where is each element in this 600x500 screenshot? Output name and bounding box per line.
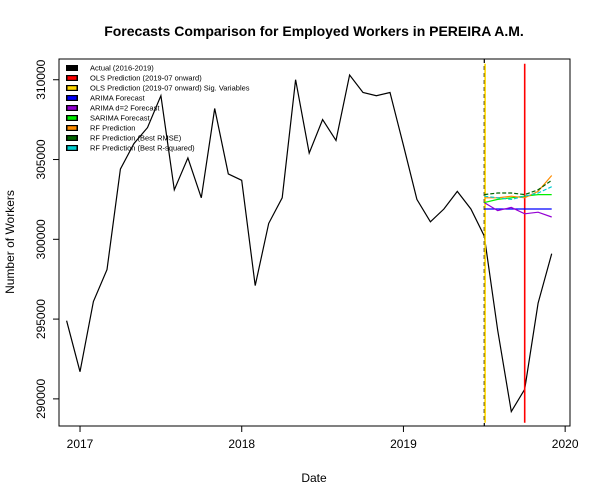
legend-key-color bbox=[67, 126, 77, 130]
x-tick-label: 2018 bbox=[228, 437, 255, 451]
legend-key-color bbox=[67, 116, 77, 120]
legend-key-color bbox=[67, 146, 77, 150]
legend-item: RF Prediction bbox=[66, 124, 135, 133]
legend-item: OLS Prediction (2019-07 onward) bbox=[66, 74, 202, 83]
x-axis: 2017 2018 2019 2020 bbox=[67, 425, 579, 451]
series-line-rf-prediction-best-r-squared bbox=[484, 186, 552, 201]
legend-item: OLS Prediction (2019-07 onward) Sig. Var… bbox=[66, 84, 250, 93]
y-tick-label: 310000 bbox=[34, 59, 48, 99]
legend-item: RF Prediction (Best RMSE) bbox=[66, 134, 182, 143]
x-tick-label: 2020 bbox=[552, 437, 579, 451]
y-tick-label: 300000 bbox=[34, 219, 48, 259]
legend-label: Actual (2016-2019) bbox=[90, 64, 154, 73]
legend-label: OLS Prediction (2019-07 onward) Sig. Var… bbox=[90, 84, 250, 93]
series-line-actual-2016-2019 bbox=[66, 73, 553, 414]
legend-label: RF Prediction (Best R-squared) bbox=[90, 144, 195, 153]
legend-key-color bbox=[67, 66, 77, 70]
x-axis-label: Date bbox=[301, 471, 327, 485]
legend-key-color bbox=[67, 136, 77, 140]
legend-label: RF Prediction bbox=[90, 124, 135, 133]
x-tick-label: 2017 bbox=[67, 437, 94, 451]
legend-item: ARIMA d=2 Forecast bbox=[66, 104, 160, 113]
legend: Actual (2016-2019)OLS Prediction (2019-0… bbox=[66, 64, 250, 153]
y-axis-label: Number of Workers bbox=[3, 190, 17, 294]
legend-label: OLS Prediction (2019-07 onward) bbox=[90, 74, 202, 83]
legend-item: SARIMA Forecast bbox=[66, 114, 151, 123]
y-axis: 290000 295000 300000 305000 310000 bbox=[34, 59, 60, 419]
legend-label: RF Prediction (Best RMSE) bbox=[90, 134, 182, 143]
legend-item: RF Prediction (Best R-squared) bbox=[66, 144, 195, 153]
legend-label: ARIMA Forecast bbox=[90, 94, 146, 103]
legend-label: ARIMA d=2 Forecast bbox=[90, 104, 160, 113]
series-line-arima-d-2-forecast bbox=[483, 202, 552, 218]
legend-key-color bbox=[67, 76, 77, 80]
y-tick-label: 295000 bbox=[34, 299, 48, 339]
legend-label: SARIMA Forecast bbox=[90, 114, 151, 123]
legend-key-color bbox=[67, 106, 77, 110]
chart-title: Forecasts Comparison for Employed Worker… bbox=[104, 23, 524, 39]
series-line-rf-prediction-best-rmse bbox=[484, 179, 553, 196]
y-tick-label: 305000 bbox=[34, 139, 48, 179]
y-tick-label: 290000 bbox=[34, 379, 48, 419]
series-line-sarima-forecast bbox=[484, 194, 552, 204]
plot-lines bbox=[66, 59, 553, 426]
legend-item: ARIMA Forecast bbox=[66, 94, 146, 103]
legend-item: Actual (2016-2019) bbox=[66, 64, 154, 73]
legend-key-color bbox=[67, 96, 77, 100]
legend-key-color bbox=[67, 86, 77, 90]
x-tick-label: 2019 bbox=[390, 437, 417, 451]
